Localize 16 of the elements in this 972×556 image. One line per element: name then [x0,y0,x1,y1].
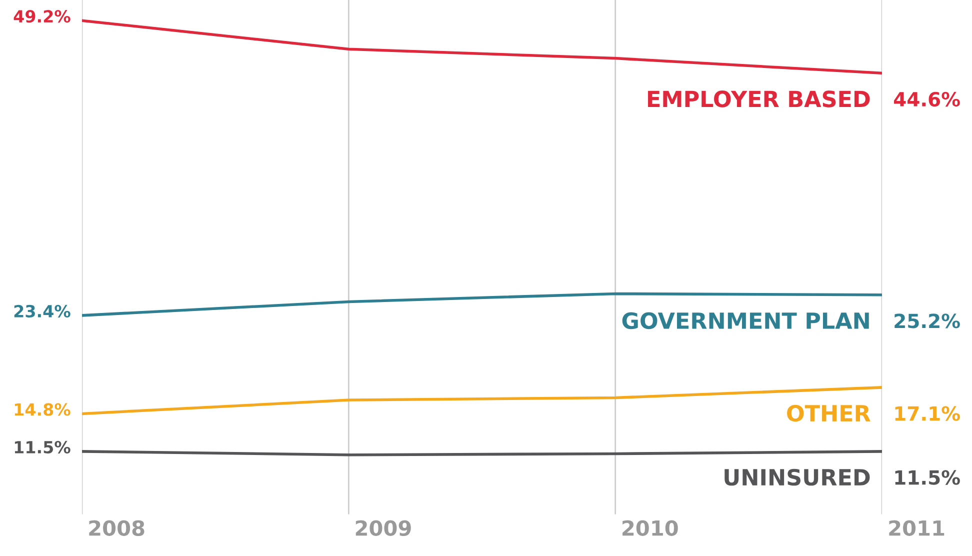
x-tick-label: 2009 [356,520,411,536]
series-label: UNINSURED [724,468,870,486]
x-tick-label: 2011 [889,520,944,536]
data-label: 14.8% [14,403,70,416]
data-label: 11.5% [14,440,70,454]
data-label: 44.6% [894,92,960,107]
data-label: 17.1% [895,406,960,421]
series-label: GOVERNMENT PLAN [622,312,869,330]
series-label: OTHER [787,404,870,422]
data-label: 23.4% [14,304,70,318]
x-tick-label: 2010 [622,520,678,536]
data-label: 25.2% [894,314,960,328]
data-label: 11.5% [895,470,960,485]
series-label: EMPLOYER BASED [648,90,870,108]
x-tick-label: 2008 [89,520,144,536]
data-label: 49.2% [14,10,70,23]
